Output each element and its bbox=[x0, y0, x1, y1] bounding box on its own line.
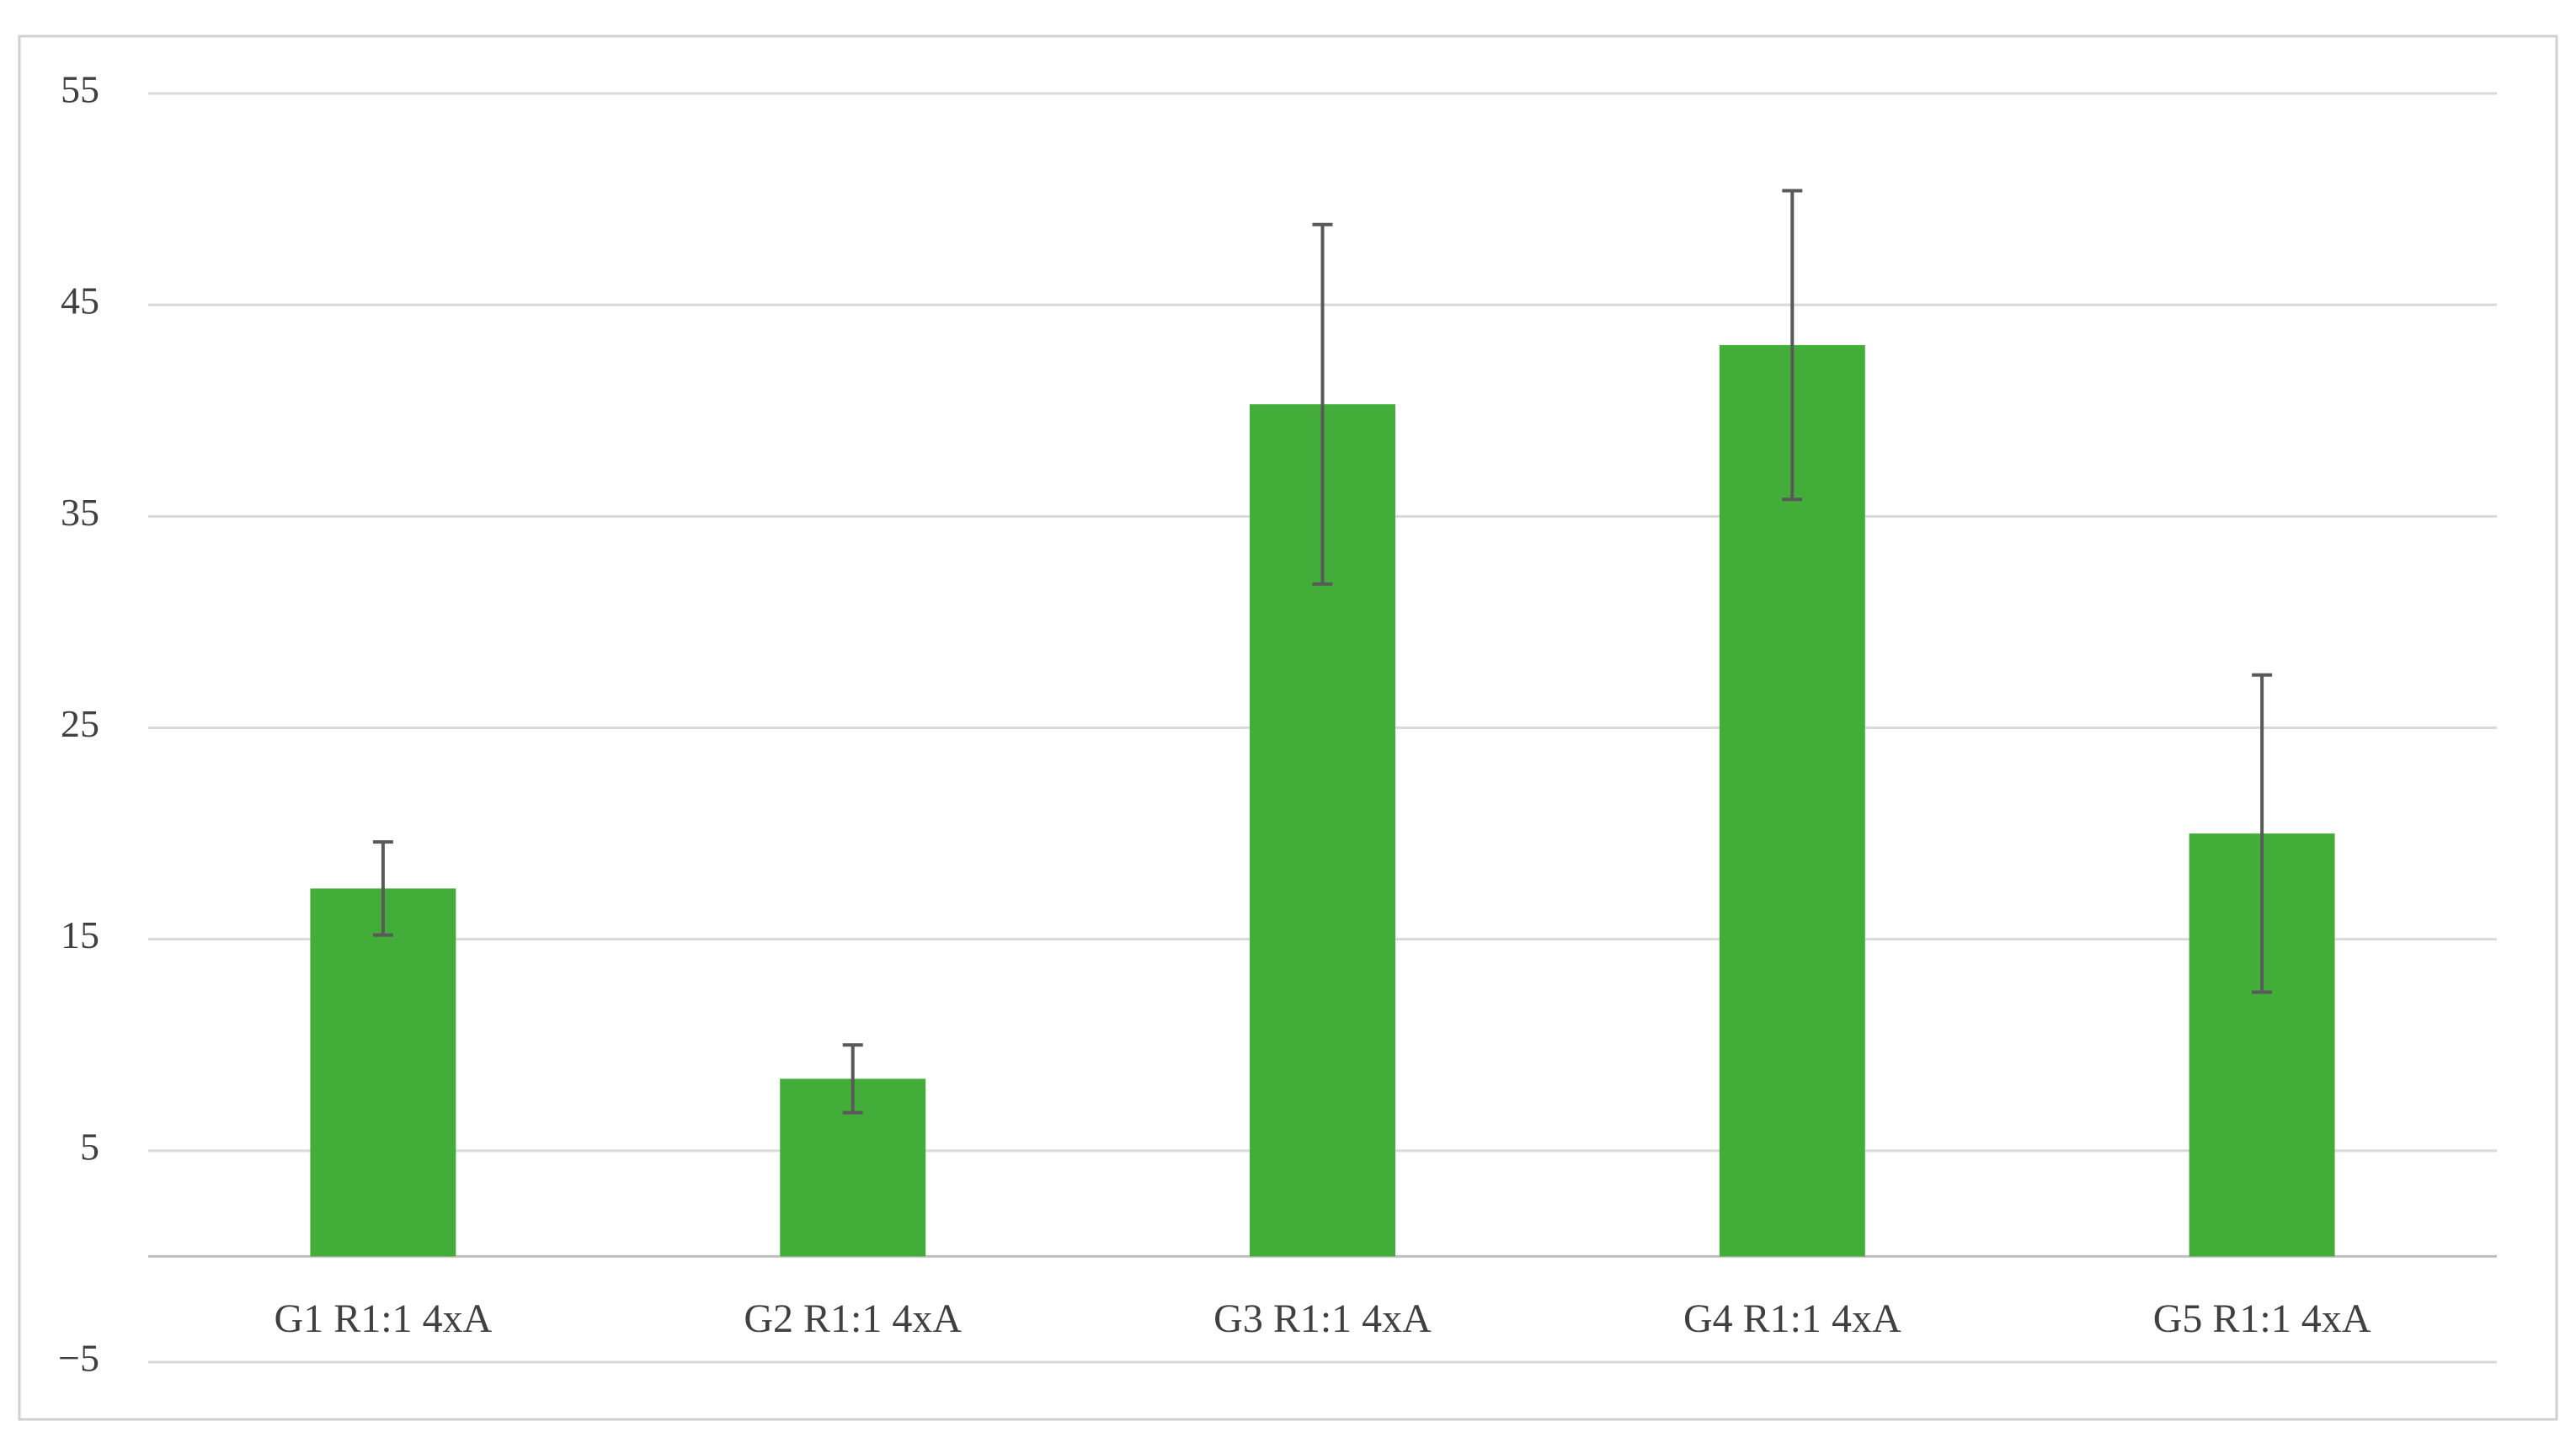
y-tick-label: 25 bbox=[61, 702, 99, 745]
bar bbox=[310, 888, 456, 1257]
error-bar bbox=[2252, 673, 2273, 994]
error-bar bbox=[1782, 189, 1803, 502]
error-bar bbox=[842, 1043, 863, 1115]
x-tick-label: G3 R1:1 4xA bbox=[1213, 1296, 1432, 1341]
y-tick-label: 55 bbox=[61, 68, 99, 111]
y-tick-label: 5 bbox=[80, 1125, 99, 1168]
error-bar bbox=[1312, 222, 1333, 586]
x-tick-label: G1 R1:1 4xA bbox=[275, 1296, 493, 1341]
y-tick-label: 15 bbox=[61, 913, 99, 956]
y-tick-label: −5 bbox=[58, 1337, 99, 1380]
x-tick-label: G2 R1:1 4xA bbox=[744, 1296, 962, 1341]
x-tick-label: G5 R1:1 4xA bbox=[2153, 1296, 2371, 1341]
y-tick-label: 35 bbox=[61, 491, 99, 534]
x-tick-label: G4 R1:1 4xA bbox=[1683, 1296, 1901, 1341]
error-bar bbox=[372, 840, 393, 937]
y-tick-label: 45 bbox=[61, 279, 99, 322]
